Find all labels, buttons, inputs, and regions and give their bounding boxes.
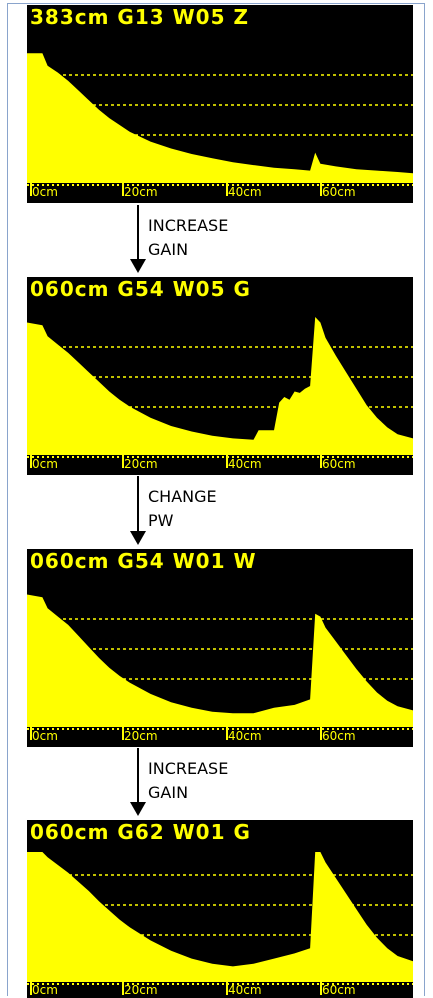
step-text-line: INCREASE xyxy=(148,759,229,778)
down-arrow-line xyxy=(137,476,139,532)
step-text-line: CHANGE xyxy=(148,487,217,506)
step-instruction: INCREASE GAIN xyxy=(0,748,433,838)
scale-label: 60cm xyxy=(322,185,356,199)
scope-panel: 060cm G62 W01 G 0cm 20cm 40cm 60cm xyxy=(27,820,413,998)
step-text-line: PW xyxy=(148,511,174,530)
down-arrow-line xyxy=(137,205,139,260)
scale-label: 20cm xyxy=(124,457,158,471)
echo-trace-area xyxy=(27,594,413,727)
scale-label: 40cm xyxy=(228,729,262,743)
scale-tick xyxy=(320,726,322,740)
trace-plot xyxy=(27,594,413,740)
scale-tick xyxy=(122,454,124,468)
scale-tick xyxy=(226,981,228,995)
down-arrow-line xyxy=(137,748,139,803)
scale-tick xyxy=(226,726,228,740)
scale-label: 20cm xyxy=(124,983,158,997)
trace-plot xyxy=(27,852,413,995)
scale-tick xyxy=(122,981,124,995)
panel-header: 383cm G13 W05 Z xyxy=(30,5,249,29)
scale-label: 60cm xyxy=(322,729,356,743)
scope-panel: 060cm G54 W05 G 0cm 20cm 40cm 60cm xyxy=(27,277,413,475)
scale-tick xyxy=(320,182,322,196)
scale-tick xyxy=(122,726,124,740)
scale-tick xyxy=(30,981,32,995)
scale-tick xyxy=(122,182,124,196)
step-instruction: CHANGE PW xyxy=(0,476,433,566)
scale-tick xyxy=(320,981,322,995)
scale-tick xyxy=(30,726,32,740)
scale-label: 40cm xyxy=(228,185,262,199)
scale-label: 0cm xyxy=(32,185,58,199)
trace-plot xyxy=(27,53,413,196)
scale-tick xyxy=(30,454,32,468)
scale-label: 0cm xyxy=(32,729,58,743)
scale-label: 20cm xyxy=(124,185,158,199)
scale-label: 0cm xyxy=(32,457,58,471)
figure-frame xyxy=(7,3,425,996)
echo-trace-area xyxy=(27,317,413,455)
panel-header: 060cm G54 W01 W xyxy=(30,549,257,573)
step-text-line: GAIN xyxy=(148,240,189,259)
scope-panel: 383cm G13 W05 Z 0cm 20cm 40cm 60cm xyxy=(27,5,413,203)
scale-label: 40cm xyxy=(228,983,262,997)
scale-label: 60cm xyxy=(322,983,356,997)
scale-label: 20cm xyxy=(124,729,158,743)
scale-tick xyxy=(30,182,32,196)
panel-header: 060cm G62 W01 G xyxy=(30,820,251,844)
trace-plot xyxy=(27,317,413,468)
step-instruction: INCREASE GAIN xyxy=(0,205,433,295)
step-text-line: GAIN xyxy=(148,783,189,802)
scale-label: 60cm xyxy=(322,457,356,471)
panel-header: 060cm G54 W05 G xyxy=(30,277,251,301)
down-arrow-icon xyxy=(130,802,146,816)
down-arrow-icon xyxy=(130,531,146,545)
scale-tick xyxy=(320,454,322,468)
scale-tick xyxy=(226,454,228,468)
echo-trace-area xyxy=(27,53,413,183)
scale-label: 0cm xyxy=(32,983,58,997)
down-arrow-icon xyxy=(130,259,146,273)
step-text-line: INCREASE xyxy=(148,216,229,235)
scope-panel: 060cm G54 W01 W 0cm 20cm 40cm 60cm xyxy=(27,549,413,747)
echo-trace-area xyxy=(27,852,413,982)
scale-tick xyxy=(226,182,228,196)
scale-label: 40cm xyxy=(228,457,262,471)
